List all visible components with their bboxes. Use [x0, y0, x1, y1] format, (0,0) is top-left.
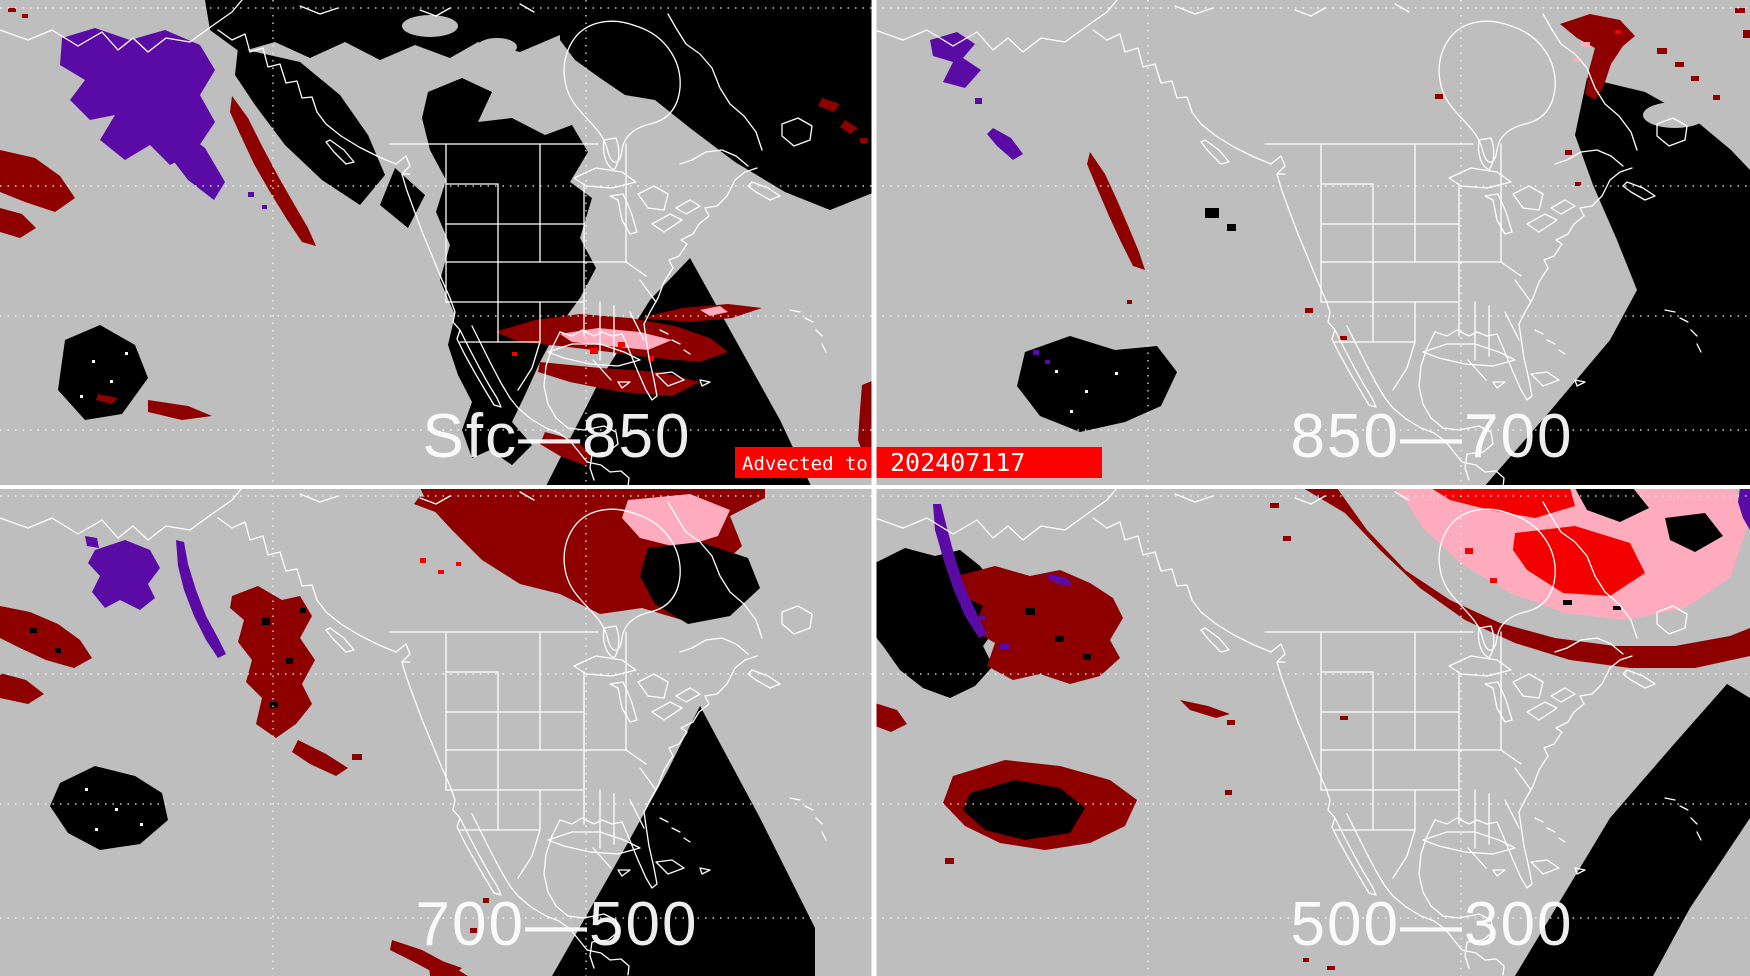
dust-dark-red: [1087, 8, 1750, 340]
cloud-gaps: [402, 15, 517, 56]
moisture-purple: [933, 488, 1750, 649]
cloud-gaps: [1643, 102, 1707, 128]
cloud-speckles: [80, 352, 128, 398]
banner-background: [735, 447, 1102, 478]
panel-850-700: 850—700: [875, 0, 1750, 488]
moisture-purple: [85, 536, 226, 658]
cloud-speckles: [1055, 370, 1118, 413]
horizontal-divider: [0, 485, 1750, 489]
moisture-purple: [60, 28, 267, 209]
no-data-black-regions: [30, 542, 815, 976]
dust-bright-red: [420, 558, 461, 574]
banner-label: Advected to: [742, 453, 868, 475]
panel-label-850-700: 850—700: [1291, 402, 1574, 471]
dust-pink: [1573, 42, 1590, 62]
dust-bright-red: [995, 488, 1645, 822]
no-data-black-regions: [1017, 78, 1750, 488]
dust-bright-red: [512, 342, 654, 361]
panel-label-sfc-850: Sfc—850: [422, 402, 691, 471]
banner-date-value: 202407117: [890, 448, 1025, 477]
dust-bright-red: [1615, 30, 1621, 34]
dust-pink: [622, 494, 730, 548]
panel-700-500: 700—500: [0, 488, 875, 976]
panel-label-700-500: 700—500: [416, 890, 699, 959]
moisture-purple: [930, 32, 1050, 364]
panel-500-300: 500—300: [875, 488, 1750, 976]
advected-banner: Advected to 202407117: [735, 447, 1102, 478]
panel-label-500-300: 500—300: [1291, 890, 1574, 959]
cloud-speckles: [85, 788, 143, 831]
panel-sfc-850: Sfc—850: [0, 0, 875, 488]
no-data-black-over: [963, 488, 1750, 976]
